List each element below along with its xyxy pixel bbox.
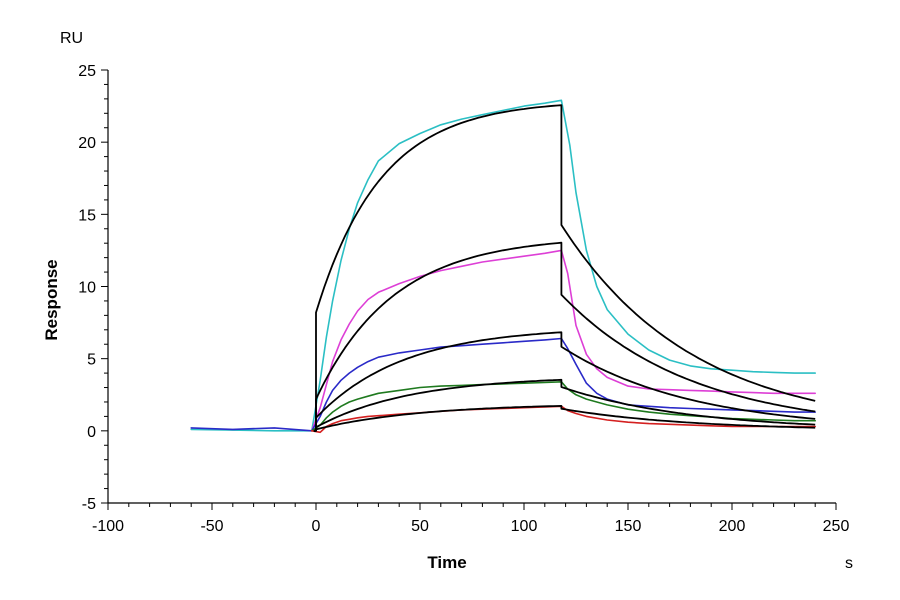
y-unit-label: RU: [60, 30, 83, 47]
y-tick-label: -5: [82, 496, 96, 513]
x-tick-label: 250: [823, 518, 850, 535]
x-tick-label: 50: [411, 518, 429, 535]
fit-curve-5: [313, 404, 816, 432]
x-tick-label: -100: [92, 518, 124, 535]
fit-curve-3: [313, 331, 816, 432]
series-line-3: [190, 337, 817, 432]
series-line-1: [190, 99, 817, 432]
x-tick-label: 100: [511, 518, 538, 535]
y-tick-label: 5: [87, 352, 96, 369]
fit-curve-1: [313, 104, 816, 432]
y-tick-label: 15: [78, 207, 96, 224]
x-ticks: -100 -50 0 50 100 150 200 250: [92, 503, 849, 535]
y-tick-label: 0: [87, 424, 96, 441]
x-tick-label: 150: [615, 518, 642, 535]
y-ticks: -5 0 5 10 15 20 25: [78, 63, 108, 513]
y-tick-label: 25: [78, 63, 96, 80]
y-tick-label: 20: [78, 135, 96, 152]
fit-curve-2: [313, 241, 816, 432]
x-tick-label: -50: [200, 518, 223, 535]
x-unit-label: s: [845, 555, 853, 572]
x-tick-label: 200: [719, 518, 746, 535]
series-layer: [190, 99, 817, 434]
y-axis-title: Response: [42, 259, 61, 340]
y-tick-label: 10: [78, 280, 96, 297]
series-line-2: [310, 249, 817, 432]
fit-curve-4: [313, 378, 816, 432]
fit-layer: [313, 104, 816, 432]
series-line-4: [310, 380, 817, 432]
x-axis-title: Time: [427, 553, 466, 572]
x-tick-label: 0: [312, 518, 321, 535]
axes: [107, 70, 836, 504]
